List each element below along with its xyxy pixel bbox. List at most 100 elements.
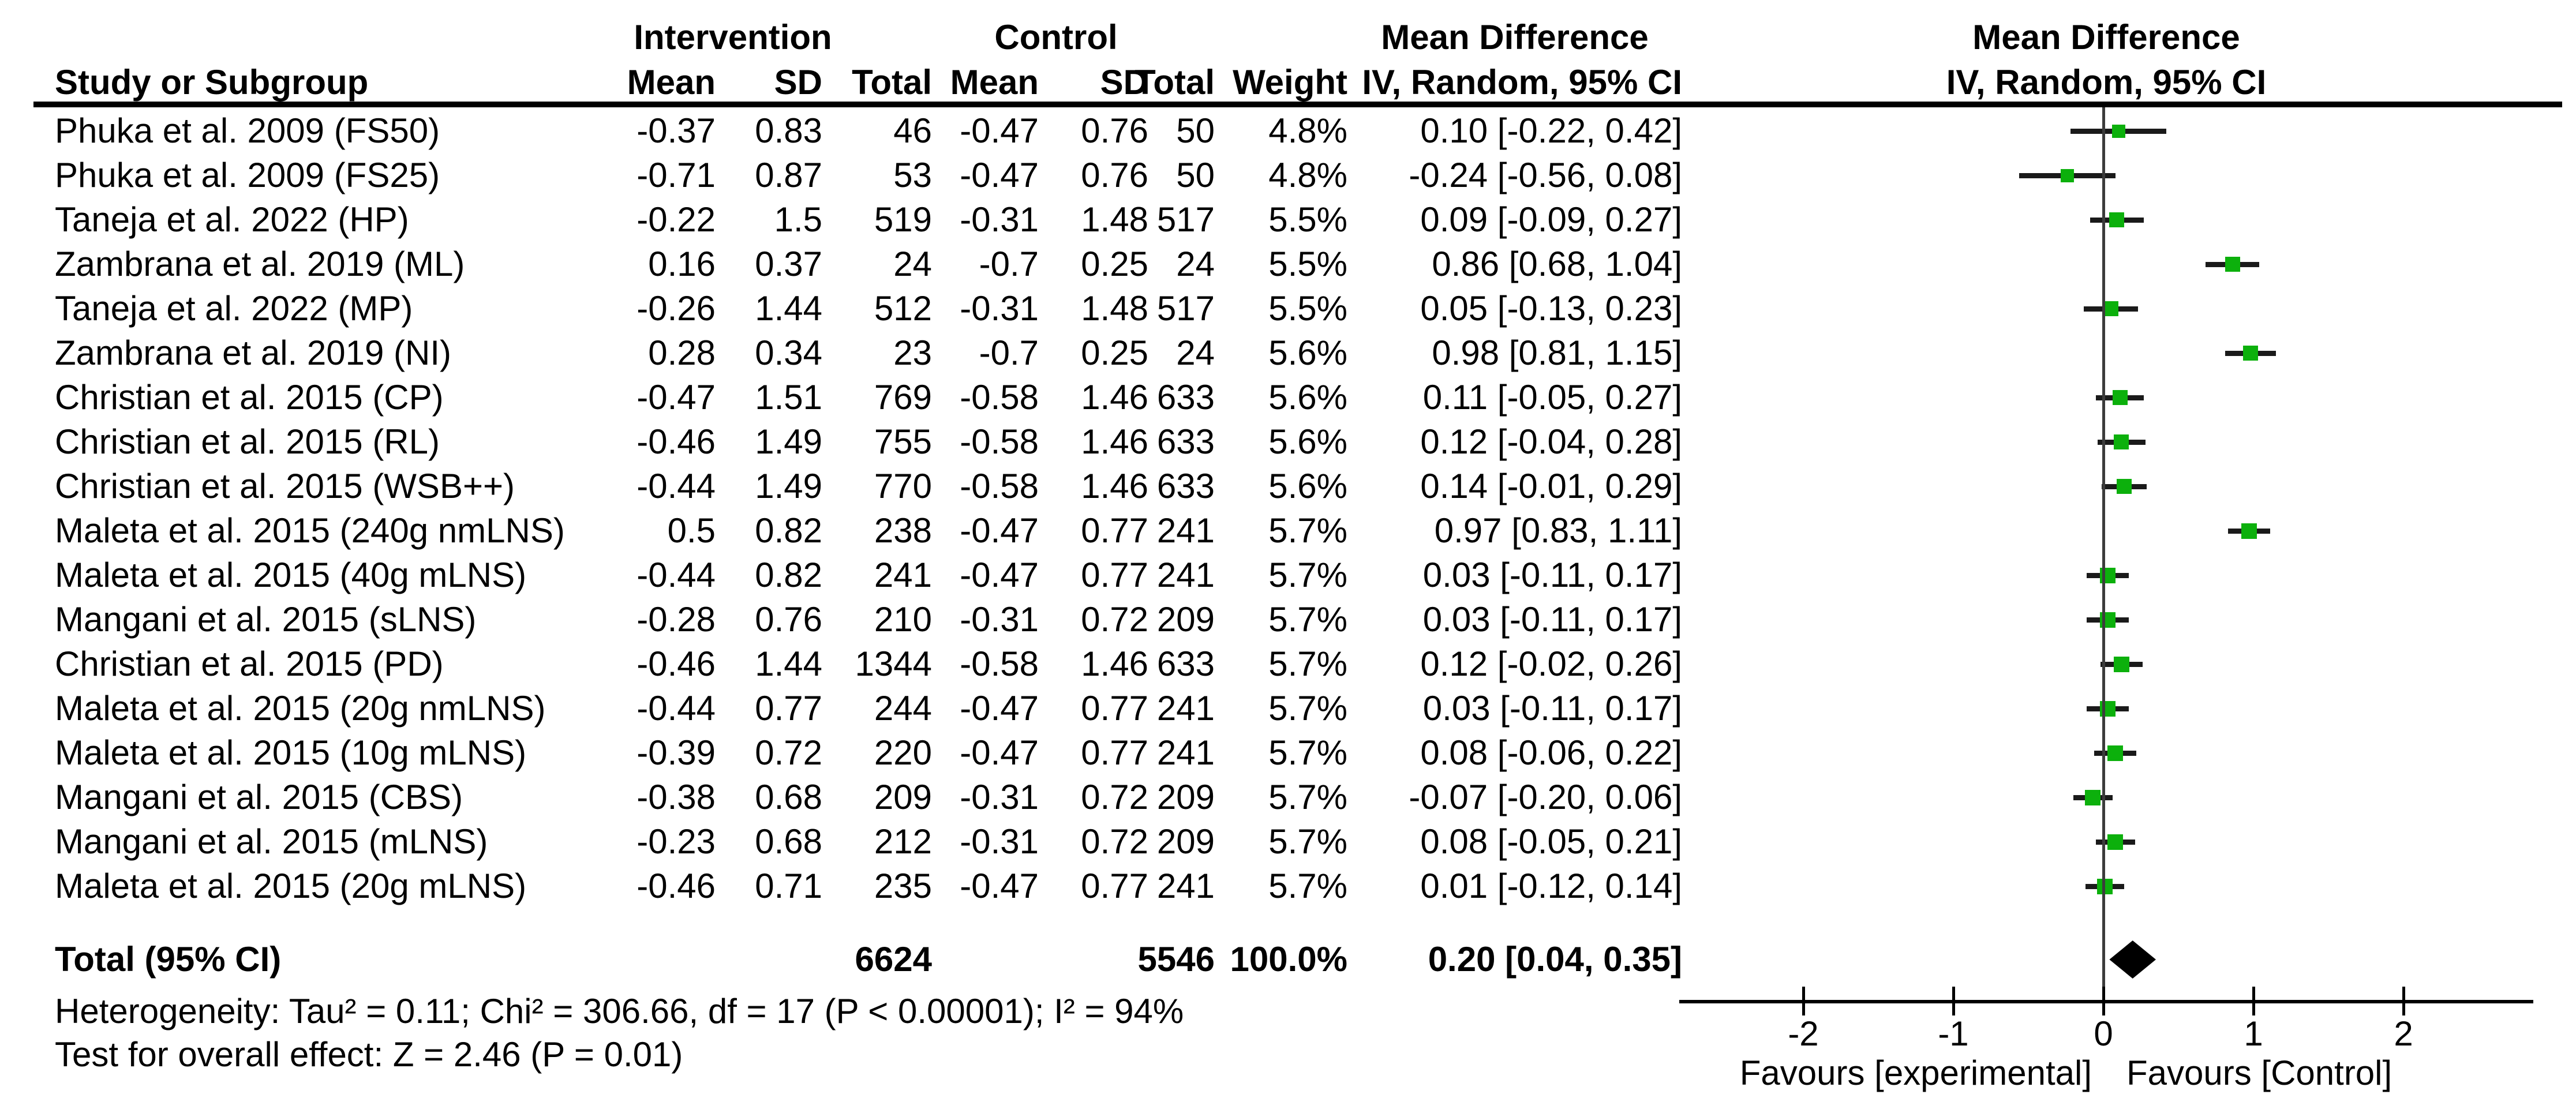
cell-ci_label: 0.09 [-0.09, 0.27] (1420, 200, 1682, 239)
cell-ci_label: 0.05 [-0.13, 0.23] (1420, 289, 1682, 328)
cell-i_total: 53 (893, 156, 932, 194)
cell-c_mean: -0.31 (960, 289, 1039, 328)
axis-tick-label: 0 (2094, 1014, 2113, 1053)
cell-i_mean: -0.38 (636, 778, 716, 816)
cell-i_total: 244 (874, 689, 932, 728)
point-estimate-marker (2241, 523, 2257, 539)
cell-i_total: 755 (874, 422, 932, 461)
point-estimate-marker (2112, 390, 2128, 405)
cell-i_mean: -0.26 (636, 289, 716, 328)
total-ci: 0.20 [0.04, 0.35] (1428, 940, 1682, 979)
cell-c_sd: 1.48 (1081, 200, 1148, 239)
cell-c_mean: -0.47 (960, 733, 1039, 772)
cell-weight: 5.7% (1268, 689, 1347, 728)
cell-c_mean: -0.31 (960, 778, 1039, 816)
cell-i_mean: -0.47 (636, 378, 716, 417)
x-axis-line (1679, 1000, 2533, 1003)
control-group-header: Control (994, 18, 1118, 57)
cell-c_mean: -0.58 (960, 378, 1039, 417)
cell-i_sd: 1.49 (755, 422, 822, 461)
cell-i_total: 212 (874, 822, 932, 861)
point-estimate-marker (2061, 168, 2075, 182)
col-header-int-sd: SD (774, 63, 822, 102)
header-divider-line (33, 102, 2562, 107)
cell-i_total: 241 (874, 556, 932, 594)
cell-weight: 5.7% (1268, 822, 1347, 861)
point-estimate-marker (2107, 834, 2124, 850)
col-header-ci: IV, Random, 95% CI (1362, 63, 1682, 102)
cell-i_sd: 0.68 (755, 778, 822, 816)
cell-i_sd: 0.83 (755, 111, 822, 150)
cell-i_mean: -0.22 (636, 200, 716, 239)
cell-c_total: 241 (1156, 689, 1215, 728)
axis-tick (2102, 987, 2105, 1015)
point-estimate-marker (2114, 434, 2129, 449)
cell-i_mean: -0.44 (636, 556, 716, 594)
cell-i_mean: -0.39 (636, 733, 716, 772)
cell-weight: 5.6% (1268, 378, 1347, 417)
cell-c_sd: 0.77 (1081, 689, 1148, 728)
cell-c_mean: -0.47 (960, 867, 1039, 905)
cell-i_mean: -0.23 (636, 822, 716, 861)
study-name: Mangani et al. 2015 (mLNS) (55, 822, 488, 861)
cell-c_sd: 0.77 (1081, 556, 1148, 594)
point-estimate-marker (2113, 656, 2129, 672)
cell-c_total: 241 (1156, 867, 1215, 905)
study-name: Maleta et al. 2015 (40g mLNS) (55, 556, 527, 594)
col-header-ctl-sd: SD (1100, 63, 1148, 102)
cell-i_mean: 0.16 (648, 245, 716, 283)
cell-c_sd: 0.72 (1081, 822, 1148, 861)
cell-c_total: 633 (1156, 644, 1215, 683)
point-estimate-marker (2111, 124, 2125, 138)
cell-ci_label: 0.03 [-0.11, 0.17] (1422, 556, 1682, 594)
cell-weight: 5.7% (1268, 600, 1347, 639)
cell-c_mean: -0.7 (979, 333, 1039, 372)
cell-c_sd: 1.46 (1081, 467, 1148, 505)
cell-c_total: 209 (1156, 600, 1215, 639)
cell-i_total: 770 (874, 467, 932, 505)
cell-c_total: 50 (1176, 156, 1215, 194)
cell-i_mean: -0.44 (636, 467, 716, 505)
cell-weight: 5.6% (1268, 467, 1347, 505)
cell-i_total: 769 (874, 378, 932, 417)
cell-c_mean: -0.47 (960, 111, 1039, 150)
plot-title-line1: Mean Difference (1972, 18, 2240, 57)
cell-weight: 5.7% (1268, 867, 1347, 905)
cell-weight: 5.7% (1268, 733, 1347, 772)
cell-i_total: 512 (874, 289, 932, 328)
study-name: Christian et al. 2015 (WSB++) (55, 467, 515, 505)
cell-c_mean: -0.31 (960, 822, 1039, 861)
cell-i_sd: 1.51 (755, 378, 822, 417)
cell-c_mean: -0.47 (960, 156, 1039, 194)
study-name: Phuka et al. 2009 (FS50) (55, 111, 440, 150)
study-name: Christian et al. 2015 (PD) (55, 644, 444, 683)
cell-c_total: 209 (1156, 778, 1215, 816)
cell-c_total: 633 (1156, 378, 1215, 417)
cell-c_sd: 0.25 (1081, 333, 1148, 372)
mean-difference-group-header: Mean Difference (1381, 18, 1649, 57)
axis-tick (2402, 987, 2405, 1015)
cell-c_total: 241 (1156, 511, 1215, 550)
cell-i_total: 24 (893, 245, 932, 283)
favours-right-label: Favours [Control] (2126, 1054, 2392, 1092)
cell-i_mean: -0.71 (636, 156, 716, 194)
study-name: Zambrana et al. 2019 (NI) (55, 333, 451, 372)
col-header-int-mean: Mean (627, 63, 716, 102)
axis-tick-label: 2 (2394, 1014, 2413, 1053)
cell-c_mean: -0.58 (960, 467, 1039, 505)
cell-weight: 4.8% (1268, 111, 1347, 150)
cell-c_mean: -0.31 (960, 200, 1039, 239)
cell-i_mean: -0.44 (636, 689, 716, 728)
cell-ci_label: 0.03 [-0.11, 0.17] (1422, 600, 1682, 639)
cell-i_total: 519 (874, 200, 932, 239)
cell-c_sd: 0.76 (1081, 111, 1148, 150)
cell-i_total: 209 (874, 778, 932, 816)
total-ctl-total: 5546 (1137, 940, 1215, 979)
axis-tick (2252, 987, 2255, 1015)
cell-ci_label: 0.14 [-0.01, 0.29] (1420, 467, 1682, 505)
cell-ci_label: 0.97 [0.83, 1.11] (1434, 511, 1682, 550)
point-estimate-marker (2117, 479, 2132, 494)
total-row-label: Total (95% CI) (55, 940, 282, 979)
study-name: Maleta et al. 2015 (240g nmLNS) (55, 511, 565, 550)
cell-ci_label: -0.24 [-0.56, 0.08] (1409, 156, 1682, 194)
